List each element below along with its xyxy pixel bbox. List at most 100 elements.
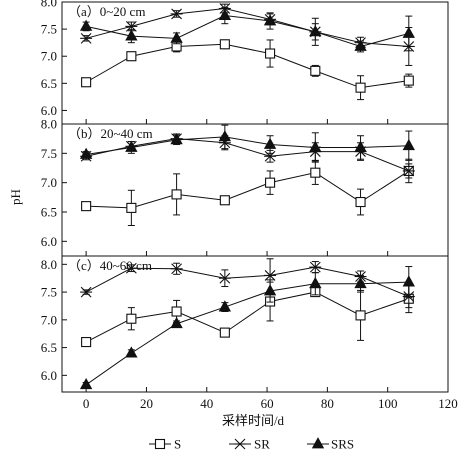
panel-2-srs-point <box>79 147 93 159</box>
panel-3-s-point <box>81 336 92 348</box>
x-tick-label: 40 <box>200 396 213 411</box>
panel-1-s-point <box>81 77 92 88</box>
x-tick-label: 60 <box>261 396 274 411</box>
panel-2-s-point <box>171 189 182 200</box>
panel-2-s-point <box>81 201 92 212</box>
panel-1-s-point <box>265 48 276 59</box>
panel-1-srs-point <box>354 39 367 51</box>
panel-2-frame <box>61 123 449 257</box>
panel-3-series-srs <box>79 266 415 390</box>
panel-1-series-srs <box>79 6 415 53</box>
panel-2-srs-point <box>309 140 322 152</box>
panel-1-srs-point <box>402 26 415 38</box>
legend-sr-marker <box>234 438 246 450</box>
panel-1-srs-point <box>263 14 277 26</box>
panel-1-s-point <box>355 82 366 93</box>
x-axis-title: 采样时间/d <box>222 413 285 428</box>
panel-2-s-point <box>219 195 230 206</box>
legend-item-srs: SRS <box>307 437 354 452</box>
y-axis-title: pH <box>8 189 23 205</box>
panel-2-y-tick-label: 8.0 <box>41 117 57 132</box>
panel-1-srs-point <box>218 8 232 20</box>
panel-3-srs-point <box>79 377 93 390</box>
panel-3-s-point <box>126 313 137 324</box>
panel-1-series-s <box>81 39 414 101</box>
panel-3-s-point <box>355 310 366 321</box>
panel-1-y-tick-label: 6.5 <box>41 76 57 91</box>
panel-2-s-line <box>86 170 410 209</box>
legend-srs-marker <box>311 437 325 449</box>
panel-1-y-tick-label: 8.0 <box>41 0 57 10</box>
panel-3-s-point <box>219 327 230 338</box>
panel-3-sr-point <box>170 263 183 275</box>
panel-1-s-point <box>310 65 321 76</box>
panel-3-sr-point <box>80 286 93 298</box>
panel-3-y-tick-label: 7.5 <box>41 285 57 300</box>
panel-2-srs-point <box>170 133 183 145</box>
panel-2-srs-point <box>402 138 415 151</box>
x-tick-label: 120 <box>438 396 458 411</box>
panel-3-y-tick-label: 6.5 <box>41 340 57 355</box>
panel-3-srs-line <box>85 281 409 386</box>
x-tick-label: 0 <box>83 396 90 411</box>
panel-3-srs-point <box>170 316 183 329</box>
panel-1-srs-line <box>86 15 409 47</box>
panel-2-y-tick-label: 6.0 <box>41 234 57 249</box>
panel-1-srs-point <box>125 29 138 41</box>
legend-sr-label: SR <box>254 437 270 452</box>
panel-1-sr-point <box>80 32 93 44</box>
panel-3-y-tick-label: 6.0 <box>41 368 57 383</box>
panel-3-srs-point <box>354 276 367 289</box>
panel-2-label: （b）20~40 cm <box>68 126 153 141</box>
panel-1-srs-point <box>79 19 93 31</box>
panel-1-y-tick-label: 6.0 <box>41 103 57 118</box>
panel-1-sr-line <box>85 8 409 47</box>
panel-3-srs-point <box>309 276 322 289</box>
panel-2-series-srs <box>79 124 415 163</box>
panel-2-y-tick-label: 6.5 <box>41 205 57 220</box>
x-tick-label: 80 <box>321 396 334 411</box>
panel-3-y-tick-label: 7.0 <box>41 312 57 327</box>
legend-item-sr: SR <box>229 437 270 452</box>
panel-1-sr-point <box>170 8 183 20</box>
panel-1-srs-point <box>170 31 183 43</box>
panel-1-y-tick-label: 7.0 <box>41 49 57 64</box>
panel-3-sr-point <box>264 270 277 281</box>
panel-1-label: （a）0~20 cm <box>68 4 145 19</box>
panel-2-series-s <box>81 158 414 226</box>
panel-2-srs-point <box>125 140 138 152</box>
panel-1-s-point <box>403 75 414 86</box>
panel-1-s-line <box>85 43 409 89</box>
panel-2-s-point <box>355 196 366 208</box>
panel-2-sr-point <box>402 165 415 177</box>
legend-s-label: S <box>174 437 181 452</box>
panel-1-y-tick-label: 7.5 <box>41 22 57 37</box>
legend-item-s: S <box>149 437 181 452</box>
legend: S SR SRS <box>149 437 354 452</box>
panel-1-s-point <box>219 39 230 50</box>
panel-3-y-tick-label: 8.0 <box>41 257 57 272</box>
panel-3-srs-point <box>218 300 232 312</box>
legend-srs-label: SRS <box>331 437 354 452</box>
panel-2-srs-line <box>86 136 409 156</box>
panel-2-sr-line <box>86 138 409 172</box>
panel-2-s-point <box>126 202 137 213</box>
panel-3-srs-point <box>125 346 138 358</box>
panel-2-srs-point <box>354 140 367 152</box>
panel-3-srs-point <box>263 284 277 296</box>
panel-3-srs-point <box>402 275 415 287</box>
panel-2-srs-point <box>263 137 277 149</box>
x-tick-label: 100 <box>378 396 398 411</box>
panel-3-sr-line <box>85 266 409 297</box>
legend-s-marker <box>154 438 166 450</box>
panel-3-label: （c）40~60 cm <box>68 258 152 273</box>
panel-1-srs-point <box>309 24 322 37</box>
panel-3-s-point <box>171 306 182 317</box>
panel-2-s-point <box>310 167 321 178</box>
panel-3-sr-point <box>125 262 138 274</box>
panel-2-s-point <box>265 177 276 188</box>
panel-3-sr-point <box>309 261 322 273</box>
panel-2-y-tick-label: 7.5 <box>41 146 57 161</box>
